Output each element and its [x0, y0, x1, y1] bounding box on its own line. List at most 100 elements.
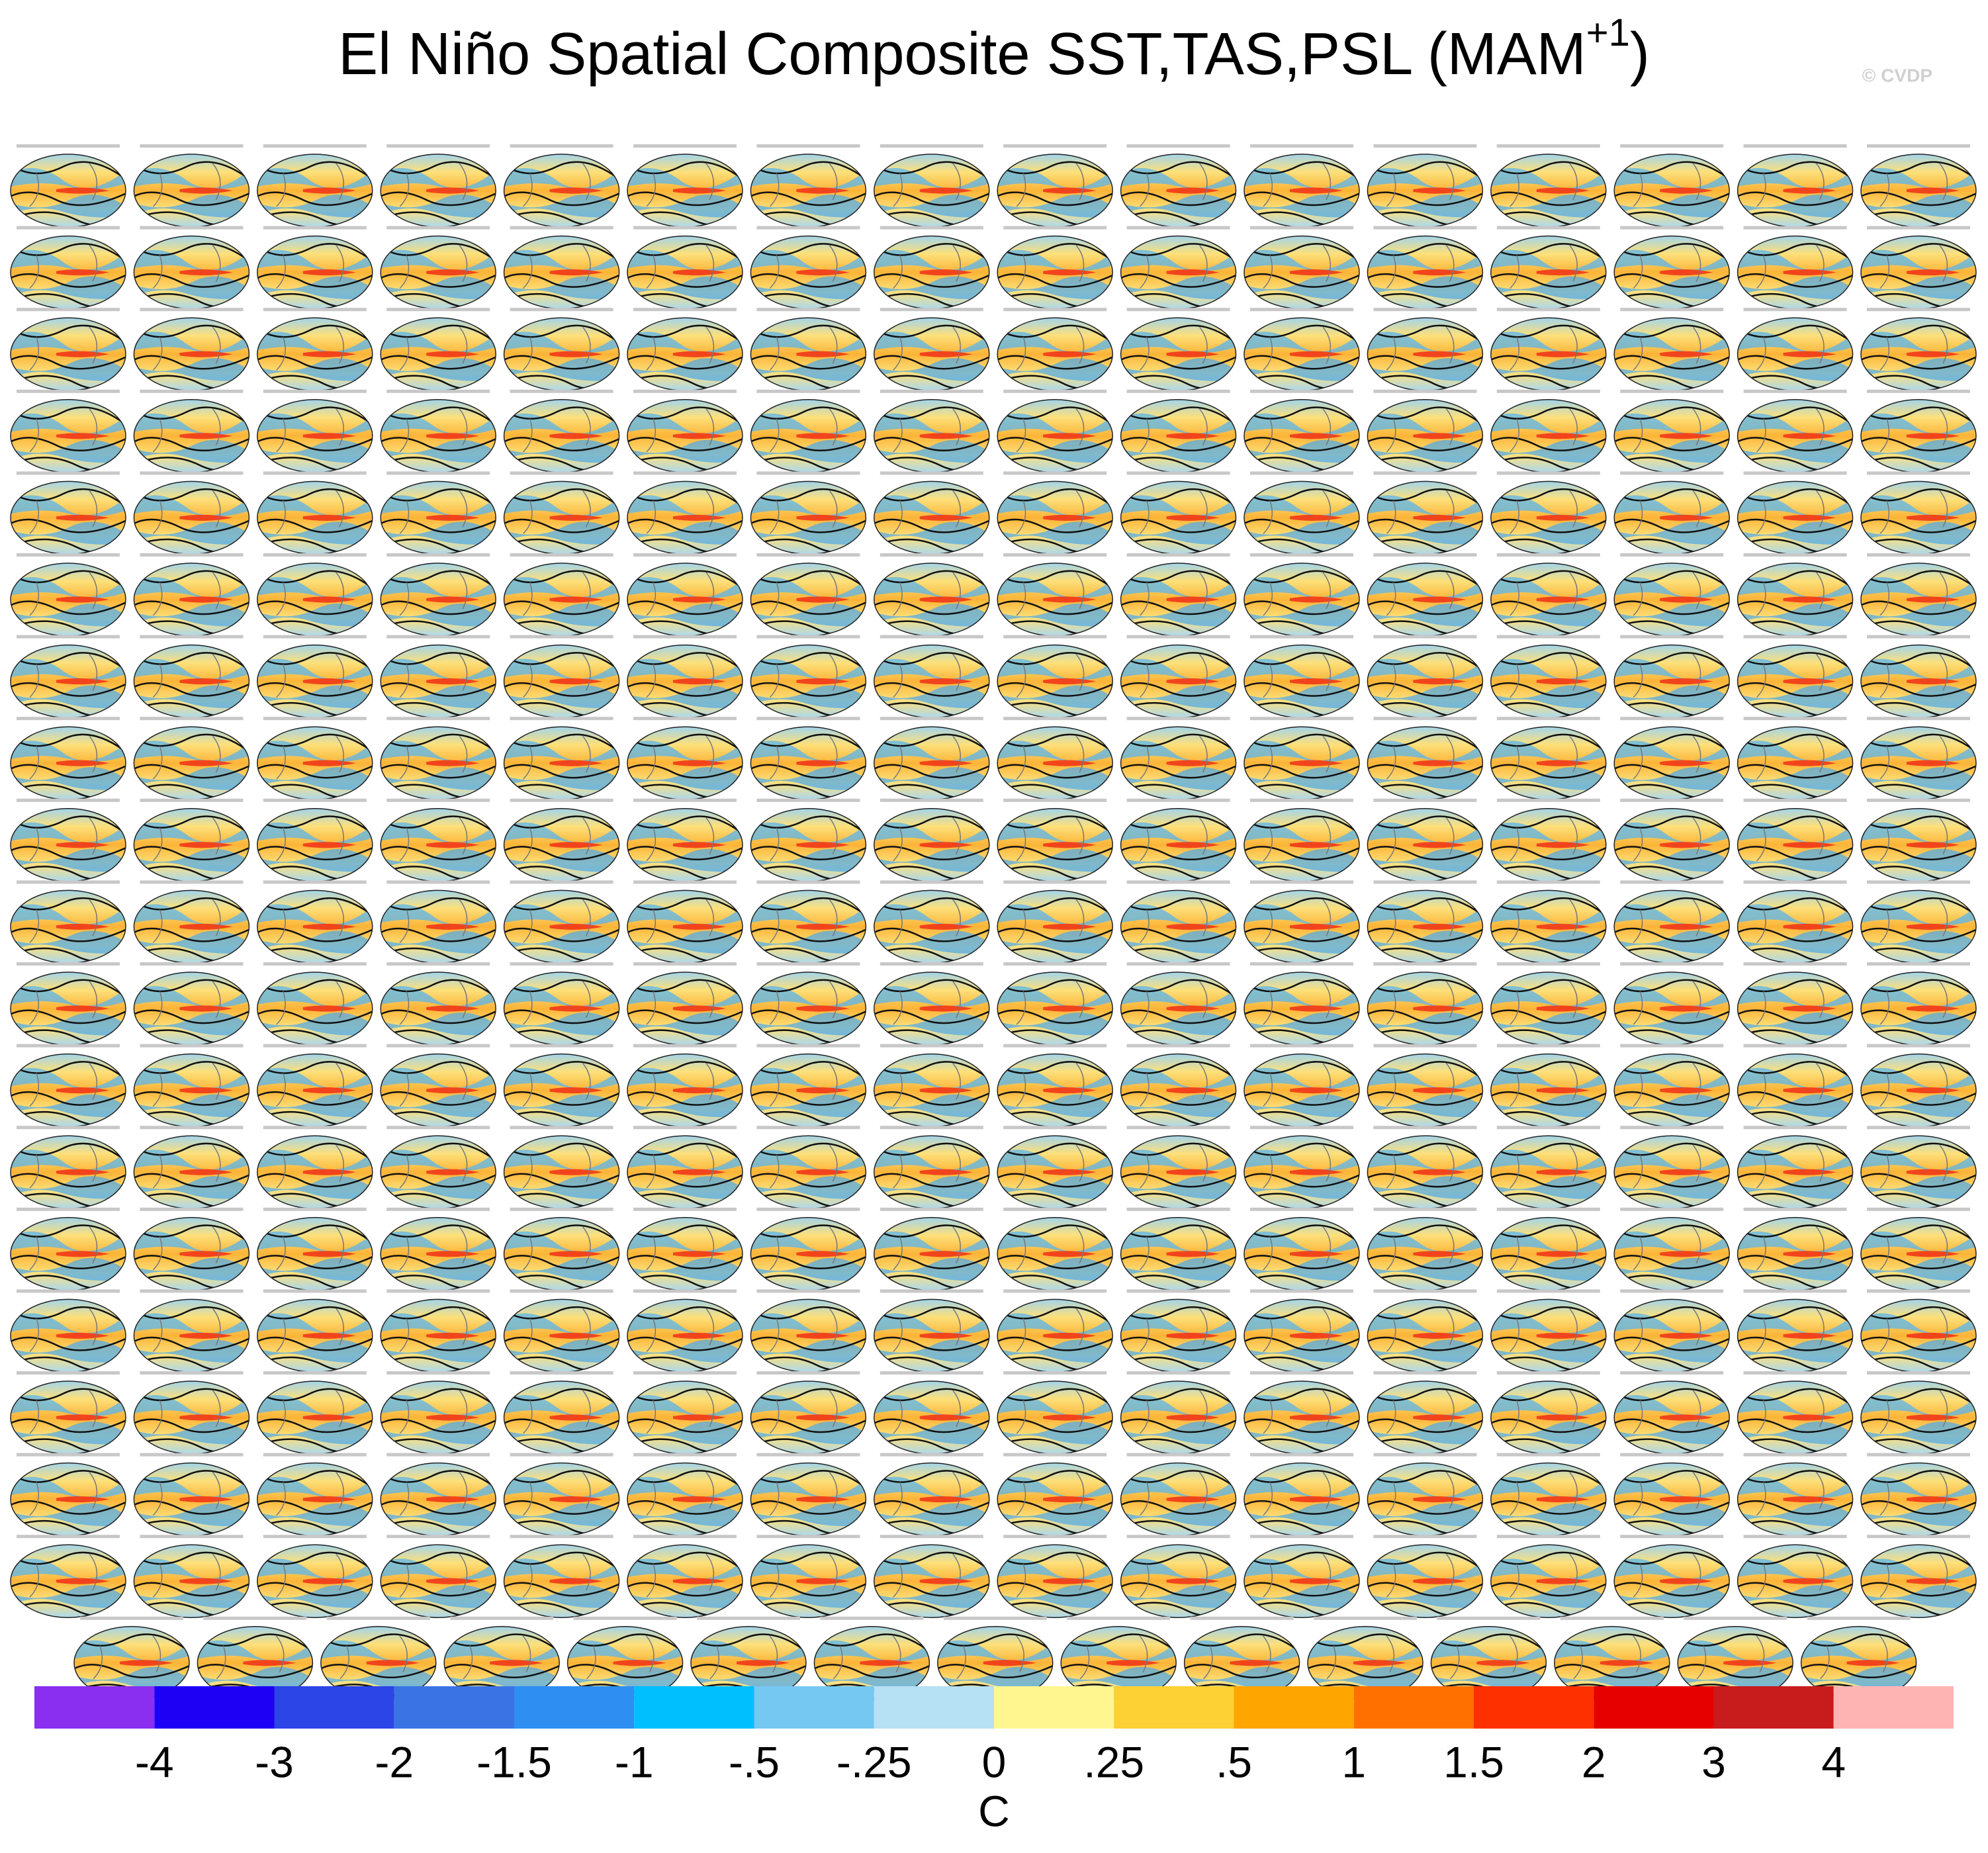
- panel-caption: [510, 635, 613, 639]
- map-panel: [1613, 1217, 1730, 1291]
- title-text: El Niño Spatial Composite SST,TAS,PSL (M…: [338, 21, 1586, 87]
- map-panel: [1860, 480, 1977, 555]
- panel-caption: [573, 1616, 677, 1620]
- panel-caption: [633, 144, 737, 148]
- panel-caption: [1620, 1371, 1724, 1375]
- colorbar-tick-label: .25: [1083, 1737, 1144, 1786]
- map-panel: [1613, 1380, 1730, 1455]
- map-panel: [997, 1544, 1113, 1618]
- panel-caption: [880, 553, 983, 557]
- panel-caption: [1250, 1371, 1353, 1375]
- map-panel: [504, 317, 620, 391]
- map-panel: [1120, 808, 1237, 882]
- panel-caption: [386, 1126, 490, 1130]
- colorbar-tick-label: 3: [1701, 1737, 1726, 1786]
- colorbar-tick-label: -.5: [729, 1737, 780, 1786]
- map-panel: [1490, 726, 1607, 800]
- map-panel: [380, 645, 496, 719]
- colorbar-box: [994, 1686, 1114, 1729]
- map-panel: [1243, 1054, 1360, 1128]
- panel-caption: [1620, 1126, 1724, 1130]
- map-panel: [1490, 563, 1607, 637]
- panel-caption: [17, 308, 120, 312]
- panel-caption: [1496, 553, 1600, 557]
- panel-caption: [510, 1371, 613, 1375]
- map-panel: [504, 645, 620, 719]
- panel-caption: [633, 1535, 737, 1539]
- map-panel: [1490, 317, 1607, 391]
- map-panel: [1490, 645, 1607, 719]
- panel-caption: [1003, 553, 1107, 557]
- map-panel: [504, 236, 620, 310]
- map-panel: [627, 1544, 743, 1618]
- map-panel: [997, 1135, 1113, 1209]
- panel-caption: [263, 389, 367, 393]
- map-panel: [257, 1217, 373, 1291]
- map-panel: [997, 399, 1113, 473]
- map-panel: [1490, 1463, 1607, 1537]
- map-panel: [750, 317, 866, 391]
- panel-caption: [326, 1616, 430, 1620]
- map-panel: [1243, 1380, 1360, 1455]
- colorbar-box: [1234, 1686, 1354, 1729]
- title-close: ): [1630, 21, 1650, 87]
- panel-caption: [1496, 717, 1600, 721]
- panel-caption: [633, 1371, 737, 1375]
- panel-caption: [1743, 553, 1847, 557]
- panel-caption: [140, 1207, 244, 1211]
- panel-caption: [17, 962, 120, 966]
- map-panel: [1490, 1217, 1607, 1291]
- panel-caption: [17, 1044, 120, 1048]
- map-panel: [133, 1054, 249, 1128]
- panel-caption: [756, 880, 860, 884]
- map-panel: [504, 399, 620, 473]
- panel-caption: [386, 226, 490, 230]
- panel-caption: [17, 1453, 120, 1457]
- map-panel: [997, 1463, 1113, 1537]
- map-panel: [997, 645, 1113, 719]
- map-panel: [997, 563, 1113, 637]
- map-panel: [257, 972, 373, 1046]
- panel-caption: [1126, 1371, 1230, 1375]
- panel-caption: [1373, 389, 1477, 393]
- map-panel: [1860, 1298, 1977, 1373]
- copyright: © CVDP: [1862, 65, 1932, 85]
- map-panel: [380, 1544, 496, 1618]
- map-panel: [1243, 889, 1360, 964]
- panel-caption: [1250, 144, 1353, 148]
- panel-caption: [1496, 635, 1600, 639]
- panel-caption: [756, 308, 860, 312]
- panel-caption: [263, 308, 367, 312]
- panel-caption: [1126, 1044, 1230, 1048]
- map-panel: [1737, 1544, 1854, 1618]
- panel-caption: [386, 798, 490, 802]
- panel-caption: [510, 1453, 613, 1457]
- map-panel: [257, 1544, 373, 1618]
- colorbar-box: [874, 1686, 994, 1729]
- map-panel: [257, 726, 373, 800]
- map-panel: [997, 889, 1113, 964]
- map-panel: [1860, 1217, 1977, 1291]
- panel-caption: [510, 389, 613, 393]
- map-panel: [504, 889, 620, 964]
- panel-caption: [17, 635, 120, 639]
- colorbar-unit: C: [978, 1786, 1010, 1835]
- map-panel: [10, 236, 126, 310]
- map-panel: [874, 972, 990, 1046]
- map-panel: [750, 972, 866, 1046]
- panel-caption: [1126, 635, 1230, 639]
- panel-caption: [510, 717, 613, 721]
- map-panel: [1490, 1544, 1607, 1618]
- colorbar-box: [394, 1686, 514, 1729]
- panel-caption: [1743, 880, 1847, 884]
- panel-caption: [1003, 226, 1107, 230]
- panel-caption: [17, 553, 120, 557]
- map-panel: [1737, 317, 1854, 391]
- panel-caption: [1620, 717, 1724, 721]
- map-panel: [627, 317, 743, 391]
- panel-caption: [1496, 1044, 1600, 1048]
- panel-caption: [1373, 798, 1477, 802]
- panel-caption: [880, 144, 983, 148]
- map-panel: [380, 236, 496, 310]
- panel-caption: [1373, 1289, 1477, 1293]
